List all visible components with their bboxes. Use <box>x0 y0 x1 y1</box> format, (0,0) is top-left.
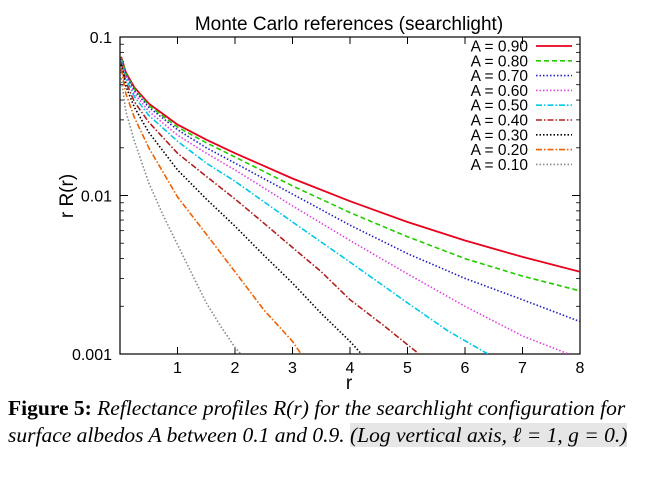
x-tick-label: 2 <box>231 360 240 377</box>
x-tick-label: 7 <box>518 360 527 377</box>
legend-label: A = 0.60 <box>471 83 529 100</box>
y-tick-label: 0.01 <box>81 189 112 206</box>
figure-caption: Figure 5: Reflectance profiles R(r) for … <box>8 395 653 449</box>
caption-text: Reflectance profiles R(r) for the search… <box>8 396 626 447</box>
x-tick-label: 1 <box>173 360 182 377</box>
legend-label: A = 0.40 <box>471 113 529 130</box>
y-axis-label: r R(r) <box>57 174 78 218</box>
series-line-5 <box>120 60 489 354</box>
x-tick-label: 4 <box>346 360 355 377</box>
x-tick-label: 8 <box>576 360 585 377</box>
x-tick-label: 3 <box>288 360 297 377</box>
caption-note: (Log vertical axis, ℓ = 1, g = 0.) <box>349 423 628 447</box>
legend-label: A = 0.90 <box>471 39 529 56</box>
series-line-7 <box>120 64 363 354</box>
legend-label: A = 0.80 <box>471 53 529 70</box>
series-line-4 <box>120 59 569 354</box>
series-line-9 <box>120 78 242 354</box>
legend-label: A = 0.70 <box>471 68 529 85</box>
x-axis-label: r <box>346 373 353 394</box>
caption-label: Figure 5: <box>8 396 92 420</box>
legend-label: A = 0.10 <box>471 157 529 174</box>
series-line-8 <box>120 68 302 354</box>
y-tick-label: 0.1 <box>90 30 112 47</box>
reflectance-chart: Monte Carlo references (searchlight) 1 2 3… <box>57 14 585 394</box>
x-tick-label: 6 <box>461 360 470 377</box>
legend-label: A = 0.20 <box>471 142 529 159</box>
series-line-2 <box>120 57 580 292</box>
legend-label: A = 0.50 <box>471 98 529 115</box>
legend-label: A = 0.30 <box>471 127 529 144</box>
series-line-6 <box>120 62 420 354</box>
x-tick-label: 5 <box>403 360 412 377</box>
y-tick-label: 0.001 <box>72 347 112 364</box>
series-line-3 <box>120 58 580 323</box>
chart-title: Monte Carlo references (searchlight) <box>195 14 503 35</box>
